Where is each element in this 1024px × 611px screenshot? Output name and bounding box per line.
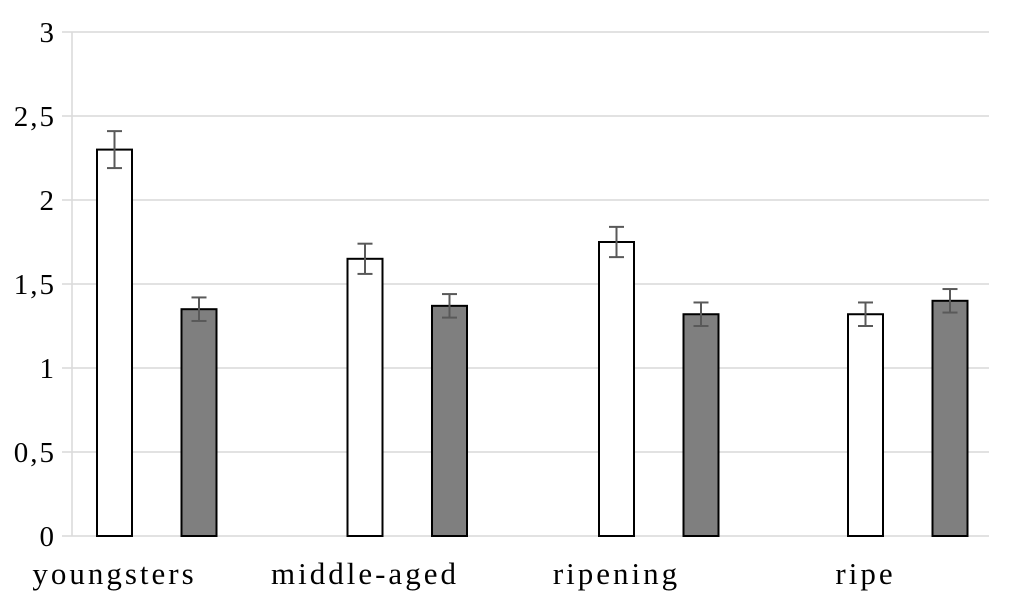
bar-gray-bars-ripening [682, 313, 720, 537]
y-tick-label: 1,5 [14, 269, 56, 301]
y-tick-label: 0 [40, 521, 57, 553]
x-tick-label-youngsters: youngsters [32, 556, 196, 591]
bar-white-bars-middle-aged [346, 257, 384, 537]
x-tick-label-ripe: ripe [835, 556, 895, 591]
y-tick-label: 2,5 [14, 101, 56, 133]
y-tick-label: 3 [40, 17, 57, 49]
bar-gray-bars-youngsters [180, 308, 218, 538]
bar-white-bars-ripe [847, 313, 884, 537]
x-tick-label-middle-aged: middle-aged [271, 556, 459, 591]
y-tick-label: 0,5 [14, 437, 56, 469]
bar-white-bars-ripening [598, 241, 635, 537]
y-tick-label: 1 [40, 353, 57, 385]
y-tick-label: 2 [40, 185, 57, 217]
bar-gray-bars-middle-aged [431, 304, 468, 537]
bar-white-bars-youngsters [96, 148, 133, 537]
bar-gray-bars-ripe [931, 299, 969, 537]
x-tick-label-ripening: ripening [553, 556, 680, 591]
